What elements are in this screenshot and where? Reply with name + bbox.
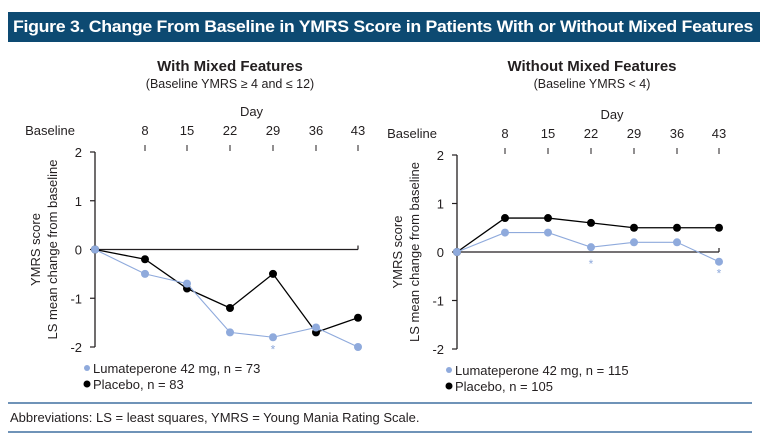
y-tick-label: -2 (432, 342, 444, 357)
x-tick-label: 29 (266, 123, 280, 138)
y-tick-label: 0 (75, 243, 82, 258)
data-point-lumateperone (91, 245, 99, 254)
data-point-placebo (141, 255, 149, 264)
x-tick-label: 8 (501, 126, 508, 141)
legend-label-lumateperone: Lumateperone 42 mg, n = 115 (455, 363, 629, 378)
chart-title: With Mixed Features (157, 58, 303, 75)
y-tick-label: 1 (437, 197, 444, 212)
legend-label-placebo: Placebo, n = 83 (93, 377, 184, 392)
data-point-lumateperone (673, 238, 681, 247)
chart-panel-without-mixed: Without Mixed Features (Baseline YMRS < 4… (387, 58, 726, 394)
x-tick-label: 22 (223, 123, 237, 138)
y-tick-label: -1 (70, 291, 82, 306)
x-axis-label: Day (240, 104, 264, 119)
y-tick-label: 0 (437, 245, 444, 260)
data-point-lumateperone (354, 343, 362, 351)
chart-title: Without Mixed Features (507, 58, 676, 75)
figure-title: Figure 3. Change From Baseline in YMRS S… (13, 17, 753, 36)
footer-rule-top (8, 402, 752, 404)
x-tick-label: 29 (627, 126, 641, 141)
data-point-placebo (354, 313, 362, 322)
data-point-placebo (715, 223, 723, 232)
legend-marker-placebo (445, 382, 453, 390)
data-point-lumateperone (630, 238, 638, 247)
data-point-lumateperone (269, 333, 277, 342)
data-point-lumateperone (453, 248, 461, 256)
data-point-placebo (226, 304, 234, 312)
data-point-placebo (630, 223, 638, 232)
y-tick-label: 1 (75, 194, 82, 209)
data-point-lumateperone (183, 279, 191, 288)
legend-marker-lumateperone (84, 365, 90, 371)
x-tick-label: 36 (309, 123, 323, 138)
x-tick-label: 15 (180, 123, 194, 138)
data-point-lumateperone (715, 257, 723, 266)
y-axis-label-line1: YMRS score (390, 216, 405, 289)
x-tick-label: Baseline (387, 126, 437, 141)
data-point-lumateperone (226, 328, 234, 337)
y-axis-label-line1: YMRS score (28, 213, 43, 286)
chart-panel-with-mixed: With Mixed Features (Baseline YMRS ≥ 4 an… (25, 58, 365, 392)
abbreviations-footnote: Abbreviations: LS = least squares, YMRS … (10, 410, 420, 425)
x-tick-label: Baseline (25, 123, 75, 138)
y-tick-label: 2 (437, 148, 444, 163)
legend-marker-placebo (83, 380, 91, 388)
data-point-lumateperone (141, 269, 149, 278)
legend-label-lumateperone: Lumateperone 42 mg, n = 73 (93, 361, 260, 376)
x-tick-label: 22 (584, 126, 598, 141)
y-axis-label-line2: LS mean change from baseline (407, 162, 422, 342)
significance-asterisk: * (589, 257, 594, 271)
x-tick-label: 43 (712, 126, 726, 141)
x-tick-label: 43 (351, 123, 365, 138)
x-tick-label: 15 (541, 126, 555, 141)
footer-rule-bottom (8, 431, 752, 433)
y-tick-label: 2 (75, 145, 82, 160)
data-point-placebo (269, 269, 277, 278)
figure-title-bar: Figure 3. Change From Baseline in YMRS S… (8, 12, 760, 42)
data-point-placebo (544, 214, 552, 223)
y-tick-label: -2 (70, 340, 82, 355)
data-point-lumateperone (587, 243, 595, 252)
series-line-placebo (94, 248, 359, 334)
x-tick-label: 36 (670, 126, 684, 141)
legend-label-placebo: Placebo, n = 105 (455, 379, 553, 394)
y-tick-label: -1 (432, 294, 444, 309)
x-tick-label: 8 (141, 123, 148, 138)
data-point-lumateperone (544, 228, 552, 237)
data-point-placebo (673, 223, 681, 232)
chart-subtitle: (Baseline YMRS ≥ 4 and ≤ 12) (146, 77, 314, 91)
data-point-placebo (587, 218, 595, 227)
legend-marker-lumateperone (446, 367, 452, 373)
data-point-placebo (501, 214, 509, 223)
significance-asterisk: * (717, 267, 722, 281)
y-axis-label-line2: LS mean change from baseline (45, 160, 60, 340)
chart-subtitle: (Baseline YMRS < 4) (534, 77, 651, 91)
significance-asterisk: * (271, 342, 276, 356)
data-point-lumateperone (312, 323, 320, 332)
x-axis-label: Day (600, 107, 624, 122)
data-point-lumateperone (501, 228, 509, 237)
